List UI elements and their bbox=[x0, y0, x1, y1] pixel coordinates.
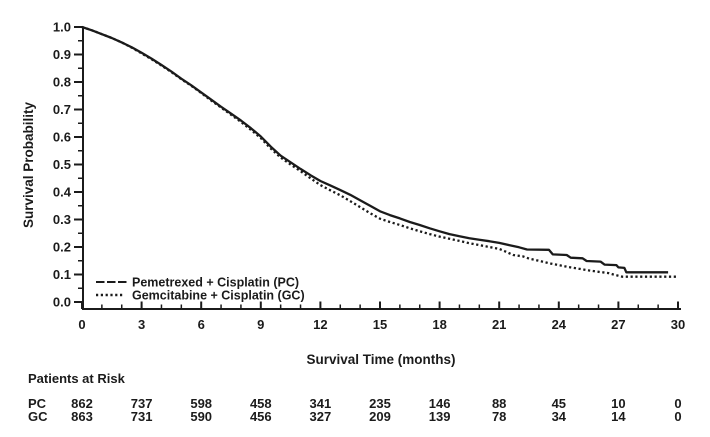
survival-curves bbox=[81, 25, 678, 278]
x-tick-label: 30 bbox=[671, 317, 685, 332]
risk-count-gc-month-3: 731 bbox=[131, 409, 153, 424]
risk-count-pc-month-3: 737 bbox=[131, 396, 153, 411]
y-tick-label: 0.8 bbox=[53, 75, 71, 90]
y-tick-label: 0.6 bbox=[53, 130, 71, 145]
risk-row-label-gc: GC bbox=[28, 409, 48, 424]
risk-count-pc-month-9: 458 bbox=[250, 396, 272, 411]
patients-at-risk-heading: Patients at Risk bbox=[28, 371, 126, 386]
x-tick-label: 21 bbox=[492, 317, 506, 332]
risk-count-pc-month-15: 235 bbox=[369, 396, 391, 411]
legend: Pemetrexed + Cisplatin (PC) Gemcitabine … bbox=[96, 276, 305, 303]
risk-count-pc-month-12: 341 bbox=[310, 396, 332, 411]
y-tick-label: 0.1 bbox=[53, 267, 71, 282]
risk-count-gc-month-24: 34 bbox=[552, 409, 567, 424]
risk-count-gc-month-9: 456 bbox=[250, 409, 272, 424]
risk-count-pc-month-21: 88 bbox=[492, 396, 506, 411]
y-tick-label: 0.3 bbox=[53, 212, 71, 227]
risk-count-gc-month-15: 209 bbox=[369, 409, 391, 424]
y-axis-title: Survival Probability bbox=[21, 101, 36, 228]
axes: 0.0 0.1 0.2 0.3 0.4 0.5 0.6 0.7 0.8 0.9 1.0 0 3 6 9 12 1… bbox=[53, 20, 685, 333]
y-tick-label: 1.0 bbox=[53, 20, 71, 35]
risk-count-pc-month-6: 598 bbox=[190, 396, 212, 411]
y-tick-label: 0.7 bbox=[53, 102, 71, 117]
risk-count-gc-month-12: 327 bbox=[310, 409, 332, 424]
y-tick-label: 0.5 bbox=[53, 157, 71, 172]
x-tick-label: 6 bbox=[198, 317, 205, 332]
risk-count-pc-month-18: 146 bbox=[429, 396, 451, 411]
legend-label-gc: Gemcitabine + Cisplatin (GC) bbox=[132, 289, 305, 303]
risk-count-gc-month-6: 590 bbox=[190, 409, 212, 424]
risk-count-pc-month-27: 10 bbox=[611, 396, 625, 411]
risk-count-gc-month-30: 0 bbox=[674, 409, 681, 424]
x-tick-label: 12 bbox=[313, 317, 327, 332]
patients-at-risk-table: PC 862 737 598 458 341 235 146 88 45 10 0 GC 863 731 59… bbox=[28, 396, 682, 424]
legend-label-pc: Pemetrexed + Cisplatin (PC) bbox=[132, 276, 299, 290]
x-tick-label: 9 bbox=[257, 317, 264, 332]
x-tick-label: 27 bbox=[611, 317, 625, 332]
risk-count-gc-month-0: 863 bbox=[71, 409, 93, 424]
y-tick-label: 0.2 bbox=[53, 240, 71, 255]
x-tick-label: 15 bbox=[373, 317, 387, 332]
y-tick-label: 0.0 bbox=[53, 295, 71, 310]
x-tick-label: 18 bbox=[432, 317, 446, 332]
gc-survival-curve bbox=[81, 25, 678, 278]
x-tick-label: 24 bbox=[552, 317, 567, 332]
risk-count-pc-month-24: 45 bbox=[552, 396, 566, 411]
risk-count-pc-month-30: 0 bbox=[674, 396, 681, 411]
risk-row-label-pc: PC bbox=[28, 396, 47, 411]
risk-count-gc-month-21: 78 bbox=[492, 409, 506, 424]
x-tick-label: 0 bbox=[78, 317, 85, 332]
risk-count-gc-month-18: 139 bbox=[429, 409, 451, 424]
y-tick-label: 0.9 bbox=[53, 47, 71, 62]
pc-survival-curve bbox=[81, 25, 669, 274]
risk-count-pc-month-0: 862 bbox=[71, 396, 93, 411]
y-tick-label: 0.4 bbox=[53, 185, 72, 200]
x-axis-title: Survival Time (months) bbox=[306, 352, 455, 367]
risk-count-gc-month-27: 14 bbox=[611, 409, 626, 424]
x-tick-label: 3 bbox=[138, 317, 145, 332]
